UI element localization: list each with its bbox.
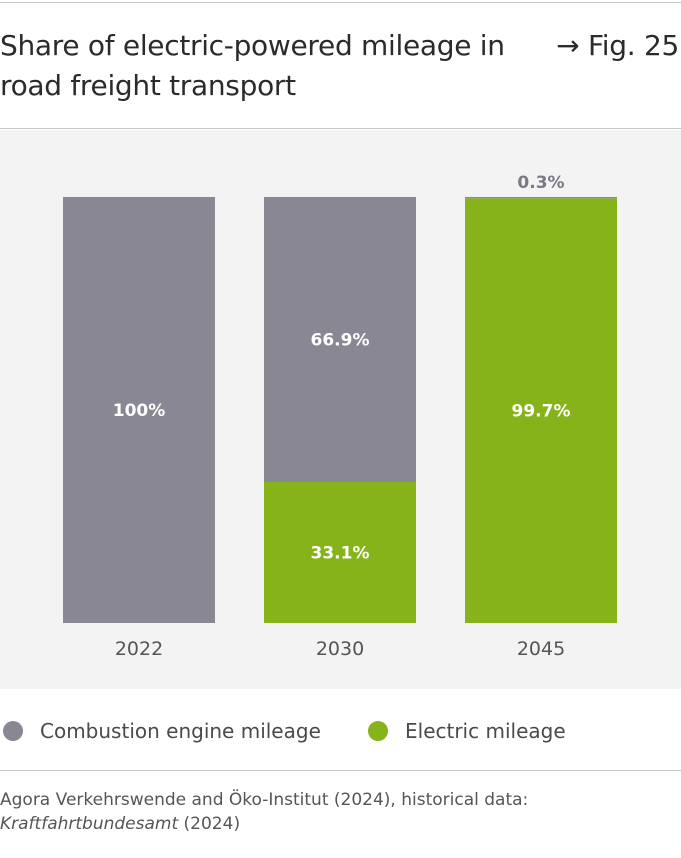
bar-electric-2045	[465, 198, 617, 623]
title-rule	[0, 128, 681, 129]
legend: Combustion engine mileage Electric milea…	[0, 716, 681, 746]
top-rule	[0, 2, 681, 3]
data-label-electric-2030: 33.1%	[311, 543, 370, 563]
legend-label-combustion: Combustion engine mileage	[40, 719, 321, 743]
combustion-swatch-icon	[3, 721, 23, 741]
data-label-combustion-2045: 0.3%	[517, 173, 564, 193]
legend-item-combustion: Combustion engine mileage	[3, 716, 321, 746]
figure-reference[interactable]: → Fig. 25	[556, 29, 679, 62]
legend-item-electric: Electric mileage	[368, 716, 566, 746]
data-label-combustion-2022: 100%	[113, 401, 166, 421]
source-italic: Kraftfahrtbundesamt	[0, 814, 179, 834]
x-tick-label-2022: 2022	[115, 638, 163, 660]
bar-combustion-2030	[264, 197, 416, 482]
source-tail: (2024)	[178, 814, 241, 834]
source-line-1: Agora Verkehrswende and Öko-Institut (20…	[0, 790, 529, 810]
bar-electric-2030	[264, 481, 416, 623]
electric-swatch-icon	[368, 721, 388, 741]
source-rule	[0, 770, 681, 771]
source-note: Agora Verkehrswende and Öko-Institut (20…	[0, 788, 681, 836]
x-tick-label-2045: 2045	[517, 638, 565, 660]
chart-title: Share of electric-powered mileage in roa…	[0, 29, 505, 102]
bar-combustion-2022	[63, 197, 215, 623]
bar-combustion-2045	[465, 197, 617, 199]
data-label-electric-2045: 99.7%	[512, 402, 571, 422]
legend-label-electric: Electric mileage	[405, 719, 566, 743]
stacked-bar-chart: 100% 2022 33.1% 66.9% 2030 99.7% 0.3% 2045	[63, 173, 617, 660]
x-tick-label-2030: 2030	[316, 638, 364, 660]
data-label-combustion-2030: 66.9%	[311, 330, 370, 350]
